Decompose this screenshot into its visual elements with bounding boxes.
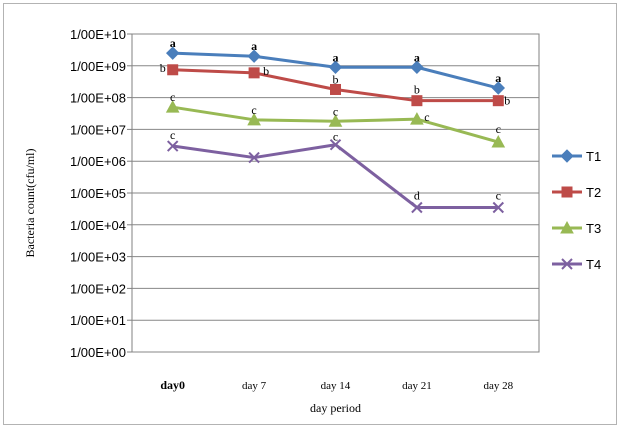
y-tick-label: 1/00E+04 bbox=[70, 218, 126, 233]
x-tick-label: day 28 bbox=[483, 380, 513, 392]
data-point-t3 bbox=[410, 112, 424, 125]
y-tick-label: 1/00E+03 bbox=[70, 250, 126, 265]
series-line-t4 bbox=[172, 143, 499, 209]
legend-marker-t1 bbox=[560, 149, 574, 163]
y-tick-label: 1/00E+06 bbox=[70, 154, 126, 169]
data-point-t2 bbox=[411, 95, 423, 107]
significance-letter: c bbox=[170, 90, 175, 104]
data-point-t1 bbox=[328, 60, 343, 74]
legend-label-t3: T3 bbox=[586, 221, 601, 236]
x-tick-label: day 7 bbox=[242, 380, 267, 392]
y-tick-label: 1/00E+10 bbox=[70, 27, 126, 42]
y-tick-label: 1/00E+09 bbox=[70, 59, 126, 74]
significance-letter: b bbox=[263, 64, 269, 78]
data-point-t2 bbox=[248, 67, 260, 79]
significance-letter: c bbox=[424, 110, 429, 124]
y-tick-label: 1/00E+05 bbox=[70, 186, 126, 201]
significance-letter: c bbox=[496, 188, 501, 202]
data-point-t3 bbox=[165, 100, 180, 113]
data-point-t1 bbox=[410, 60, 424, 74]
y-tick-label: 1/00E+08 bbox=[70, 91, 126, 106]
significance-letter: c bbox=[251, 103, 256, 117]
data-point-t3 bbox=[491, 135, 506, 148]
data-point-t1 bbox=[491, 81, 506, 95]
data-point-t2 bbox=[492, 95, 504, 107]
significance-letter: c bbox=[170, 128, 175, 142]
y-tick-label: 1/00E+01 bbox=[70, 313, 126, 328]
y-tick-label: 1/00E+00 bbox=[70, 345, 126, 360]
significance-letter: c bbox=[333, 130, 338, 144]
x-axis-title: day period bbox=[310, 401, 361, 415]
x-tick-label: day0 bbox=[160, 378, 185, 392]
chart-frame: 1/00E+10 1/00E+09 1/00E+08 1/00E+07 1/00E+06… bbox=[3, 3, 617, 425]
legend-marker-t4 bbox=[561, 258, 573, 270]
legend-label-t4: T4 bbox=[586, 257, 601, 272]
significance-letter: b bbox=[333, 72, 339, 86]
data-point-t4 bbox=[329, 139, 342, 151]
legend-label-t1: T1 bbox=[586, 149, 601, 164]
y-tick-label: 1/00E+07 bbox=[70, 122, 126, 137]
data-point-t3 bbox=[247, 112, 261, 126]
data-point-t2 bbox=[167, 64, 179, 76]
legend-label-t2: T2 bbox=[586, 185, 601, 200]
data-point-t1 bbox=[247, 49, 261, 63]
significance-letter: b bbox=[160, 61, 166, 75]
significance-letter: b bbox=[504, 94, 510, 108]
x-tick-label: day 21 bbox=[402, 380, 432, 392]
significance-letter: b bbox=[414, 83, 420, 97]
significance-letter: c bbox=[496, 122, 501, 136]
data-point-t4 bbox=[248, 151, 260, 164]
x-tick-label: day 14 bbox=[321, 380, 351, 392]
significance-letter: a bbox=[495, 71, 501, 85]
significance-letter: a bbox=[414, 50, 420, 64]
line-chart: 1/00E+10 1/00E+09 1/00E+08 1/00E+07 1/00E+06… bbox=[23, 27, 601, 415]
significance-letter: c bbox=[333, 104, 338, 118]
data-point-t4 bbox=[166, 140, 179, 152]
significance-letter: a bbox=[251, 39, 257, 53]
data-point-t4 bbox=[411, 201, 423, 214]
significance-letter: d bbox=[414, 188, 420, 202]
data-point-t2 bbox=[330, 83, 341, 95]
y-tick-label: 1/00E+02 bbox=[70, 281, 126, 296]
data-point-t3 bbox=[328, 114, 343, 127]
legend-marker-t2 bbox=[561, 186, 573, 198]
y-axis-title: Bacteria count(cfu/ml) bbox=[23, 149, 37, 258]
data-point-t1 bbox=[165, 46, 180, 60]
data-point-t4 bbox=[492, 201, 505, 214]
significance-letter: a bbox=[333, 50, 339, 64]
legend-marker-t3 bbox=[560, 220, 574, 234]
significance-letter: a bbox=[170, 36, 176, 50]
